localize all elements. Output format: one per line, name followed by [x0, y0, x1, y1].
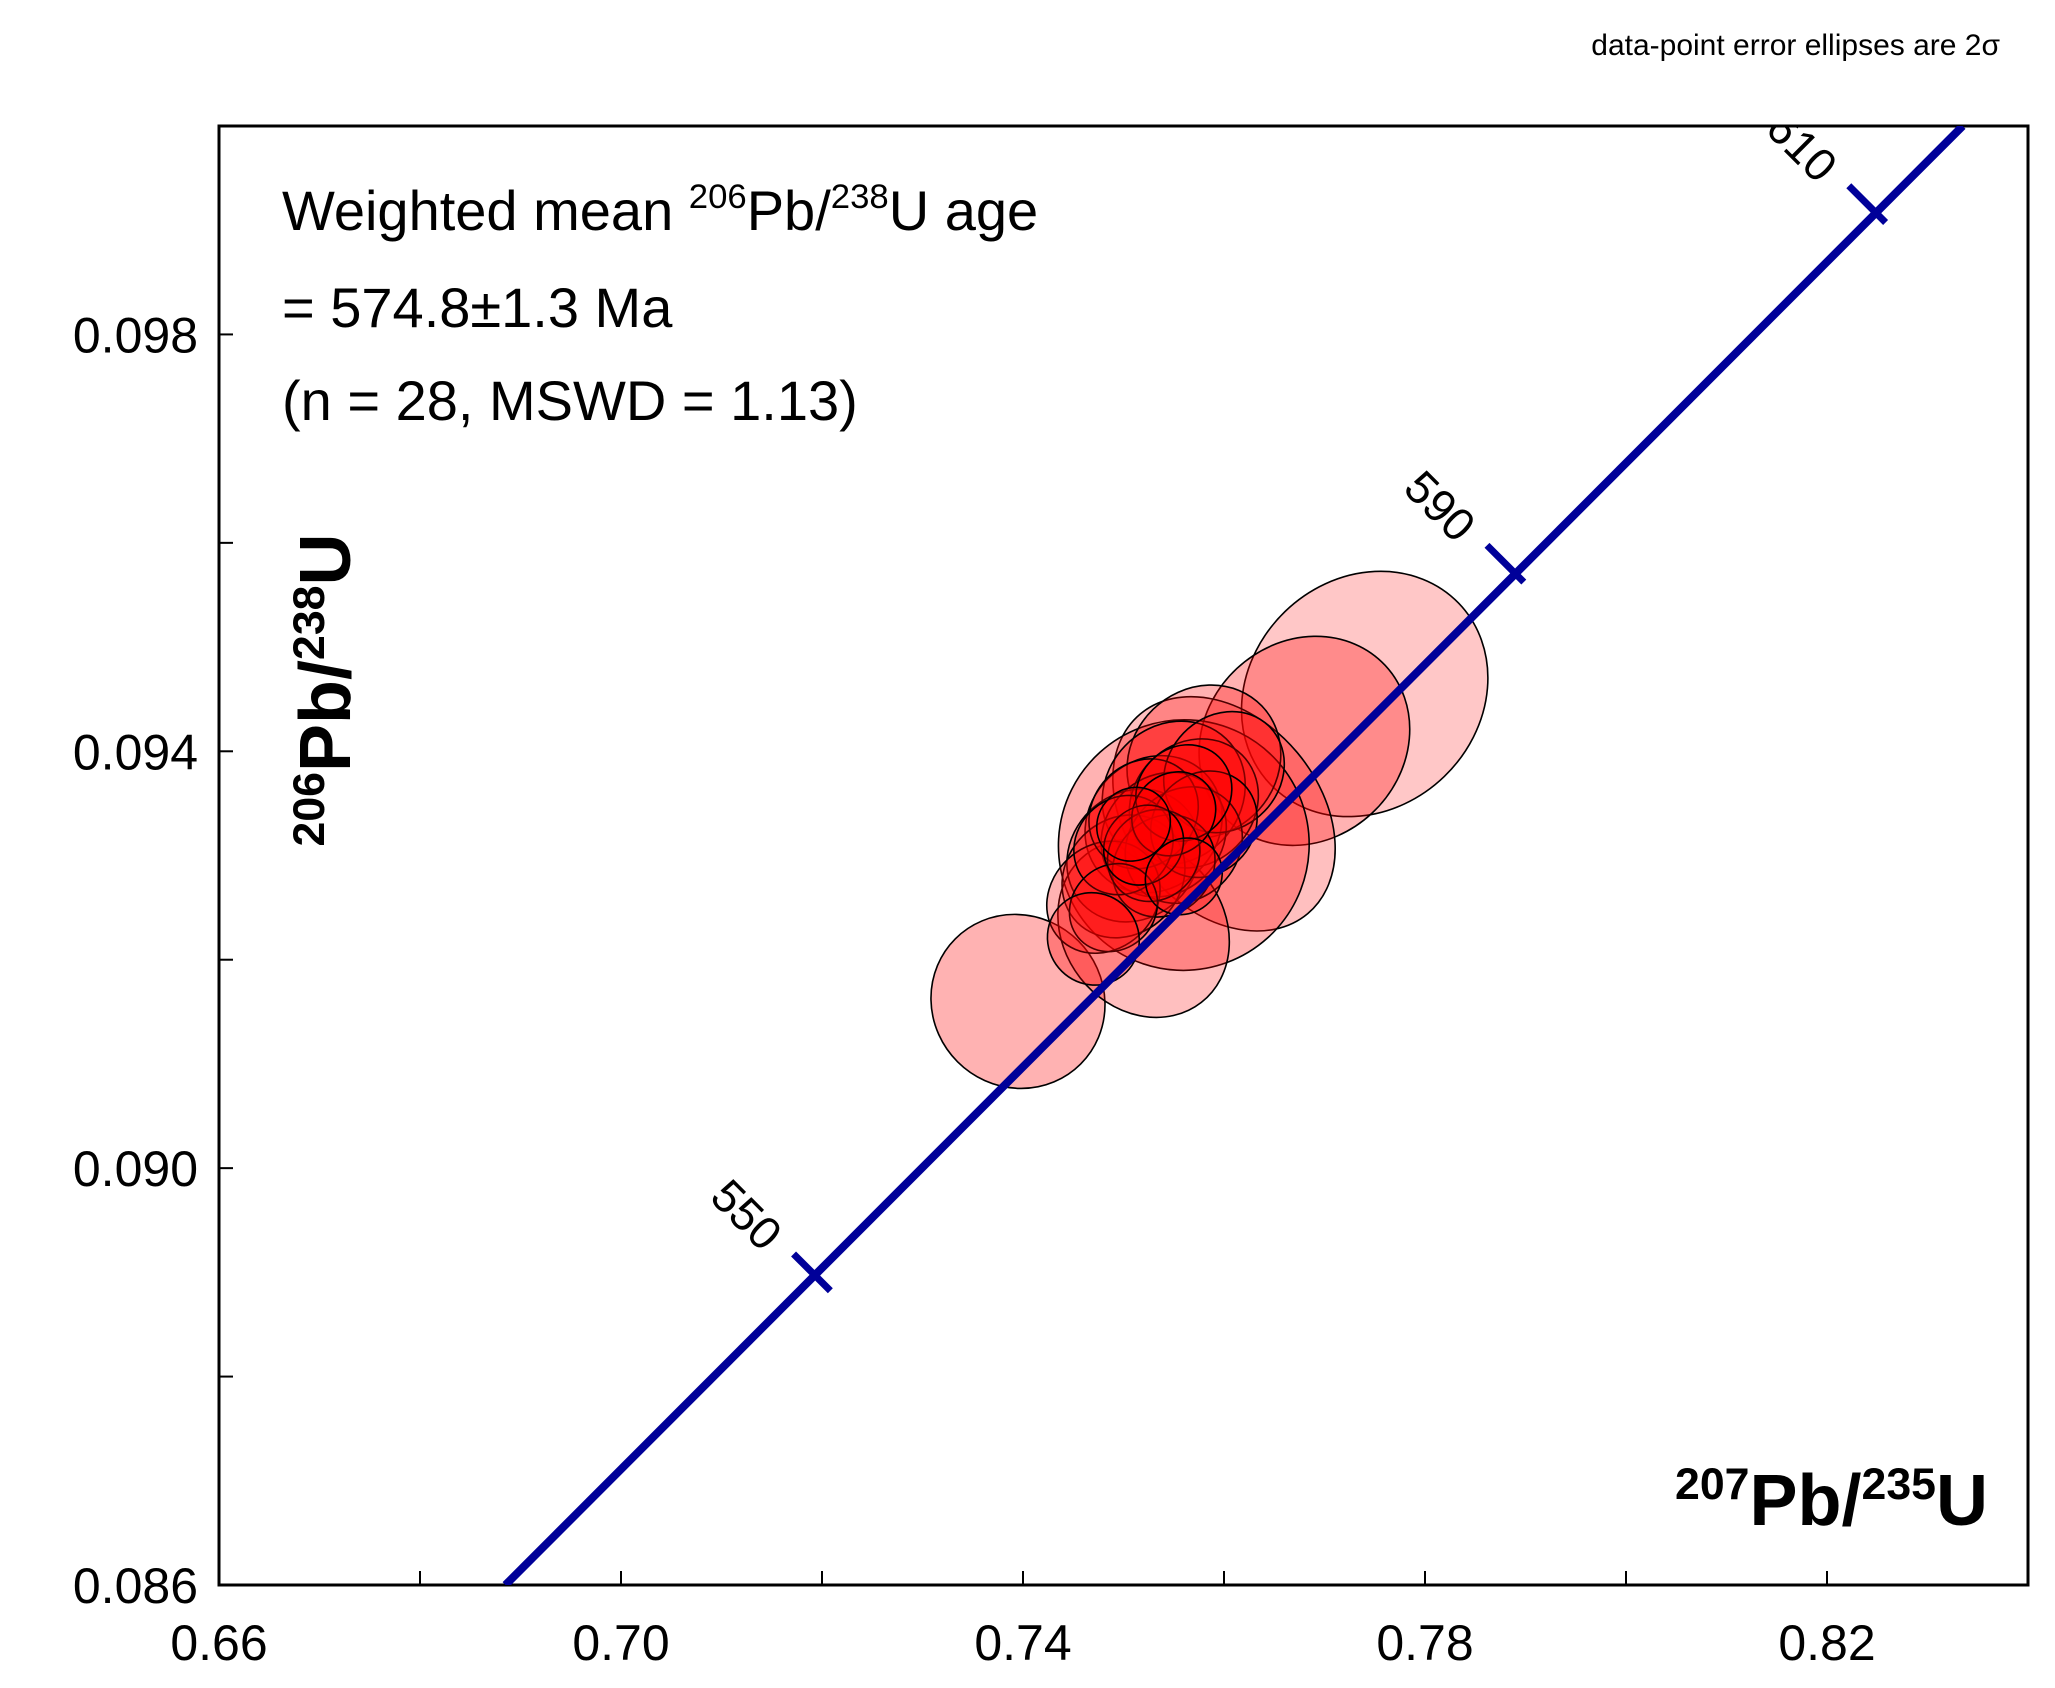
- y-tick-label: 0.094: [73, 724, 198, 780]
- error-ellipse: [1102, 804, 1185, 886]
- error-ellipse: [1240, 570, 1489, 818]
- error-ellipse: [1130, 771, 1217, 857]
- error-ellipse: [930, 913, 1106, 1090]
- concordia-age-label: 610: [1756, 101, 1847, 192]
- concordia-line: [502, 126, 1966, 1585]
- x-tick-label: 0.82: [1778, 1615, 1875, 1671]
- y-axis-title: 206Pb/238U: [285, 534, 366, 847]
- concordia-age-tick: [1846, 183, 1889, 226]
- error-ellipse: [1101, 720, 1247, 866]
- error-ellipse-note: data-point error ellipses are 2σ: [1591, 29, 2000, 62]
- weighted-mean-stats: (n = 28, MSWD = 1.13): [282, 369, 858, 432]
- concordia-age-label: 550: [701, 1169, 792, 1260]
- error-ellipses: [930, 570, 1489, 1090]
- error-ellipse: [1046, 891, 1141, 986]
- y-tick-label: 0.090: [73, 1141, 198, 1197]
- plot-frame: [217, 124, 2030, 1587]
- x-tick-label: 0.70: [572, 1615, 669, 1671]
- error-ellipse: [1134, 743, 1233, 842]
- x-tick-label: 0.74: [974, 1615, 1071, 1671]
- error-ellipse: [1073, 794, 1174, 896]
- y-tick-label: 0.098: [73, 307, 198, 363]
- x-tick-label: 0.78: [1376, 1615, 1473, 1671]
- concordia-age-tick: [791, 1251, 833, 1294]
- weighted-mean-line1: Weighted mean 206Pb/238U age: [282, 178, 1038, 242]
- axis-ticks: 0.66 0.70 0.74 0.78 0.82 0.086 0.090 0.094 0.098: [73, 307, 1876, 1671]
- weighted-mean-age: = 574.8±1.3 Ma: [282, 276, 673, 339]
- concordia-age-tick: [1484, 542, 1527, 585]
- x-axis-title: 207Pb/235U: [1675, 1460, 1988, 1541]
- error-ellipse: [1095, 786, 1172, 862]
- x-tick-label: 0.66: [170, 1615, 267, 1671]
- y-tick-label: 0.086: [73, 1558, 198, 1614]
- concordia-age-label: 590: [1395, 460, 1486, 551]
